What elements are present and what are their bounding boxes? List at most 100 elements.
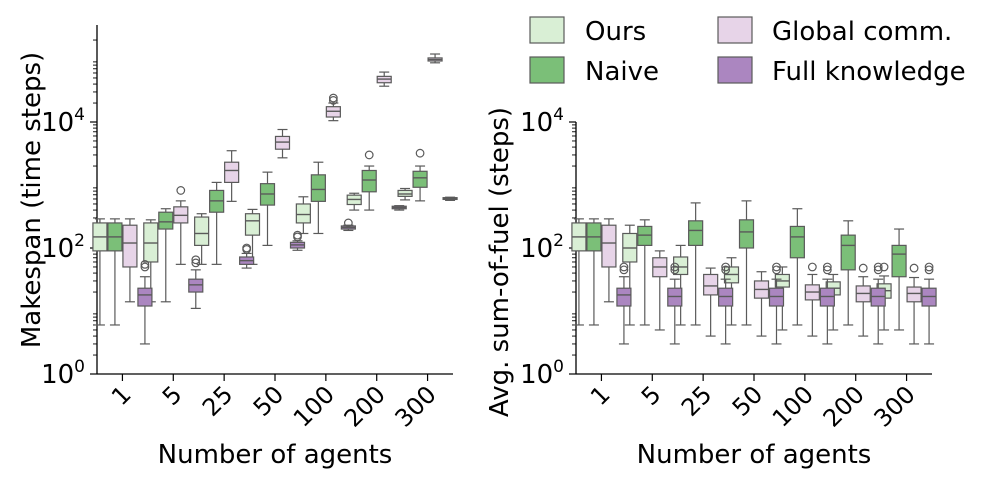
legend-label-naive: Naive	[585, 57, 659, 87]
y-tick-base: 10	[41, 234, 74, 264]
outlier-point	[343, 218, 353, 228]
box	[703, 273, 719, 296]
outlier-point	[293, 230, 302, 240]
outlier-point	[873, 265, 883, 275]
box	[906, 286, 922, 303]
outlier-point	[721, 265, 731, 275]
x-tick-label-200: 200	[818, 380, 870, 432]
y-tick-exponent: 4	[553, 105, 564, 125]
box	[158, 211, 174, 230]
legend-swatch-full-knowledge	[717, 56, 753, 84]
series-global-comm	[601, 218, 922, 345]
outlier-point	[807, 262, 817, 272]
legend: Ours Naive Global comm. Full knowledge	[529, 16, 966, 87]
box	[122, 224, 138, 268]
box	[601, 224, 617, 268]
y-tick-base: 10	[41, 360, 74, 390]
legend-swatch-naive	[529, 56, 565, 84]
outlier-point	[191, 258, 201, 268]
outlier-point	[293, 232, 302, 242]
outlier-point	[176, 186, 186, 195]
x-tick-label-5: 5	[636, 380, 667, 411]
box	[361, 169, 377, 193]
y-tick-label: 102	[520, 231, 564, 264]
x-tick-label-300: 300	[390, 380, 442, 432]
y-tick-base: 10	[520, 360, 553, 390]
x-tick-label-1: 1	[585, 380, 616, 411]
series-naive	[586, 200, 907, 331]
outlier-point	[772, 265, 781, 275]
box	[244, 213, 261, 236]
series-full-knowledge	[616, 262, 937, 345]
x-tick-label-50: 50	[727, 380, 768, 421]
x-tick-label-100: 100	[767, 380, 819, 432]
y-tick-label: 104	[520, 105, 564, 138]
y-tick-exponent: 4	[74, 105, 85, 125]
outlier-point	[822, 262, 832, 272]
y-tick-exponent: 0	[553, 357, 564, 377]
outlier-point	[924, 262, 934, 272]
outlier-point	[328, 93, 338, 103]
series-naive	[107, 148, 428, 326]
box	[789, 225, 805, 259]
box	[637, 225, 653, 246]
x-tick-label-25: 25	[197, 380, 238, 421]
box	[194, 216, 210, 246]
x-tick-label-50: 50	[248, 380, 289, 421]
y-tick-base: 10	[520, 234, 553, 264]
y-axis-label: Avg. sum-of-fuel (steps)	[485, 107, 515, 417]
outlier-point	[909, 263, 919, 273]
legend-label-global-comm: Global comm.	[772, 17, 952, 47]
box	[891, 244, 907, 278]
outlier-point	[924, 265, 934, 275]
y-tick-base: 10	[41, 108, 74, 138]
x-tick-label-25: 25	[676, 380, 717, 421]
x-axis-label: Number of agents	[158, 440, 393, 470]
outlier-point	[328, 96, 338, 105]
legend-label-ours: Ours	[585, 17, 646, 47]
outlier-point	[721, 262, 731, 272]
y-tick-exponent: 2	[74, 231, 85, 251]
outlier-point	[858, 263, 868, 273]
series-ours	[92, 187, 413, 326]
box	[840, 234, 856, 271]
y-tick-label: 100	[41, 357, 85, 390]
y-tick-exponent: 0	[74, 357, 85, 377]
outlier-point	[242, 243, 252, 253]
outlier-point	[140, 262, 150, 272]
outlier-point	[619, 265, 629, 275]
outlier-point	[191, 255, 201, 265]
box	[295, 203, 311, 224]
box	[412, 170, 428, 188]
y-tick-base: 10	[520, 108, 553, 138]
outlier-point	[364, 150, 374, 160]
box	[137, 287, 153, 307]
box	[738, 219, 755, 249]
y-axis-label: Makespan (time steps)	[17, 52, 47, 348]
x-tick-label-300: 300	[869, 380, 921, 432]
x-axis-label: Number of agents	[637, 440, 872, 470]
series-global-comm	[122, 53, 443, 303]
outlier-point	[670, 265, 680, 275]
box	[224, 161, 240, 183]
x-tick-label-100: 100	[288, 380, 340, 432]
box	[274, 135, 291, 150]
outlier-point	[619, 262, 629, 272]
y-tick-label: 100	[520, 357, 564, 390]
outlier-point	[140, 259, 150, 269]
outlier-point	[822, 265, 832, 275]
legend-label-full-knowledge: Full knowledge	[772, 57, 966, 87]
box	[616, 287, 632, 307]
outlier-point	[873, 262, 883, 272]
legend-swatch-ours	[529, 16, 565, 44]
box	[310, 174, 326, 202]
x-tick-label-5: 5	[157, 380, 188, 411]
y-tick-exponent: 2	[553, 231, 564, 251]
series-full-knowledge	[137, 196, 458, 345]
box	[188, 278, 204, 293]
box	[688, 220, 704, 246]
outlier-point	[772, 262, 781, 272]
